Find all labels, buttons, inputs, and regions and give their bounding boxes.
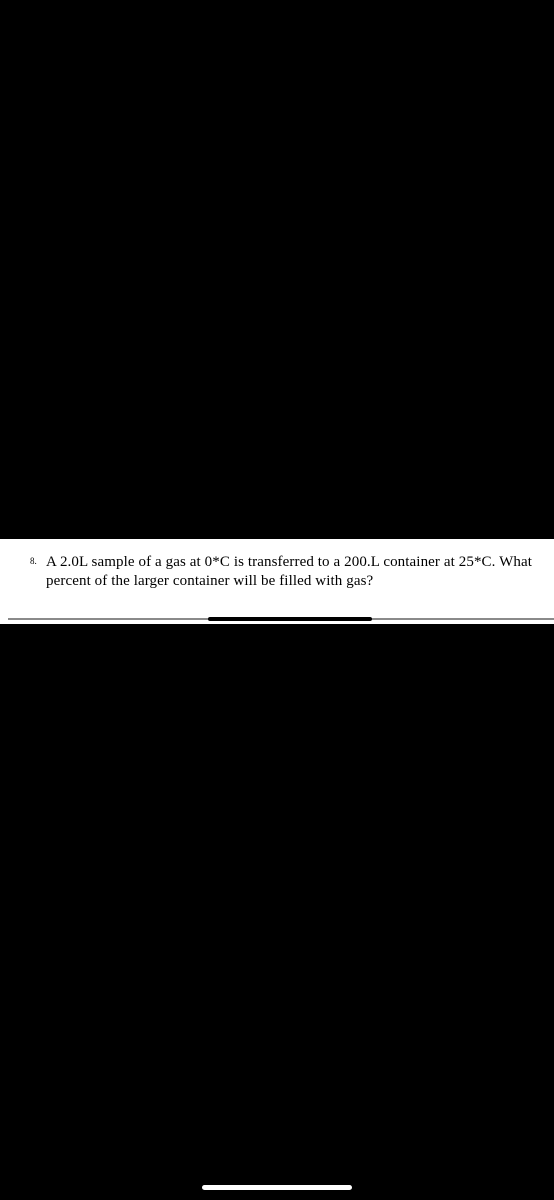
document-strip: 8. A 2.0L sample of a gas at 0*C is tran… [0,539,554,624]
question-text: A 2.0L sample of a gas at 0*C is transfe… [46,553,548,591]
question-block: 8. A 2.0L sample of a gas at 0*C is tran… [46,553,548,591]
home-indicator [202,1185,352,1190]
question-number: 8. [30,556,37,566]
horizontal-rule-black [208,617,372,621]
